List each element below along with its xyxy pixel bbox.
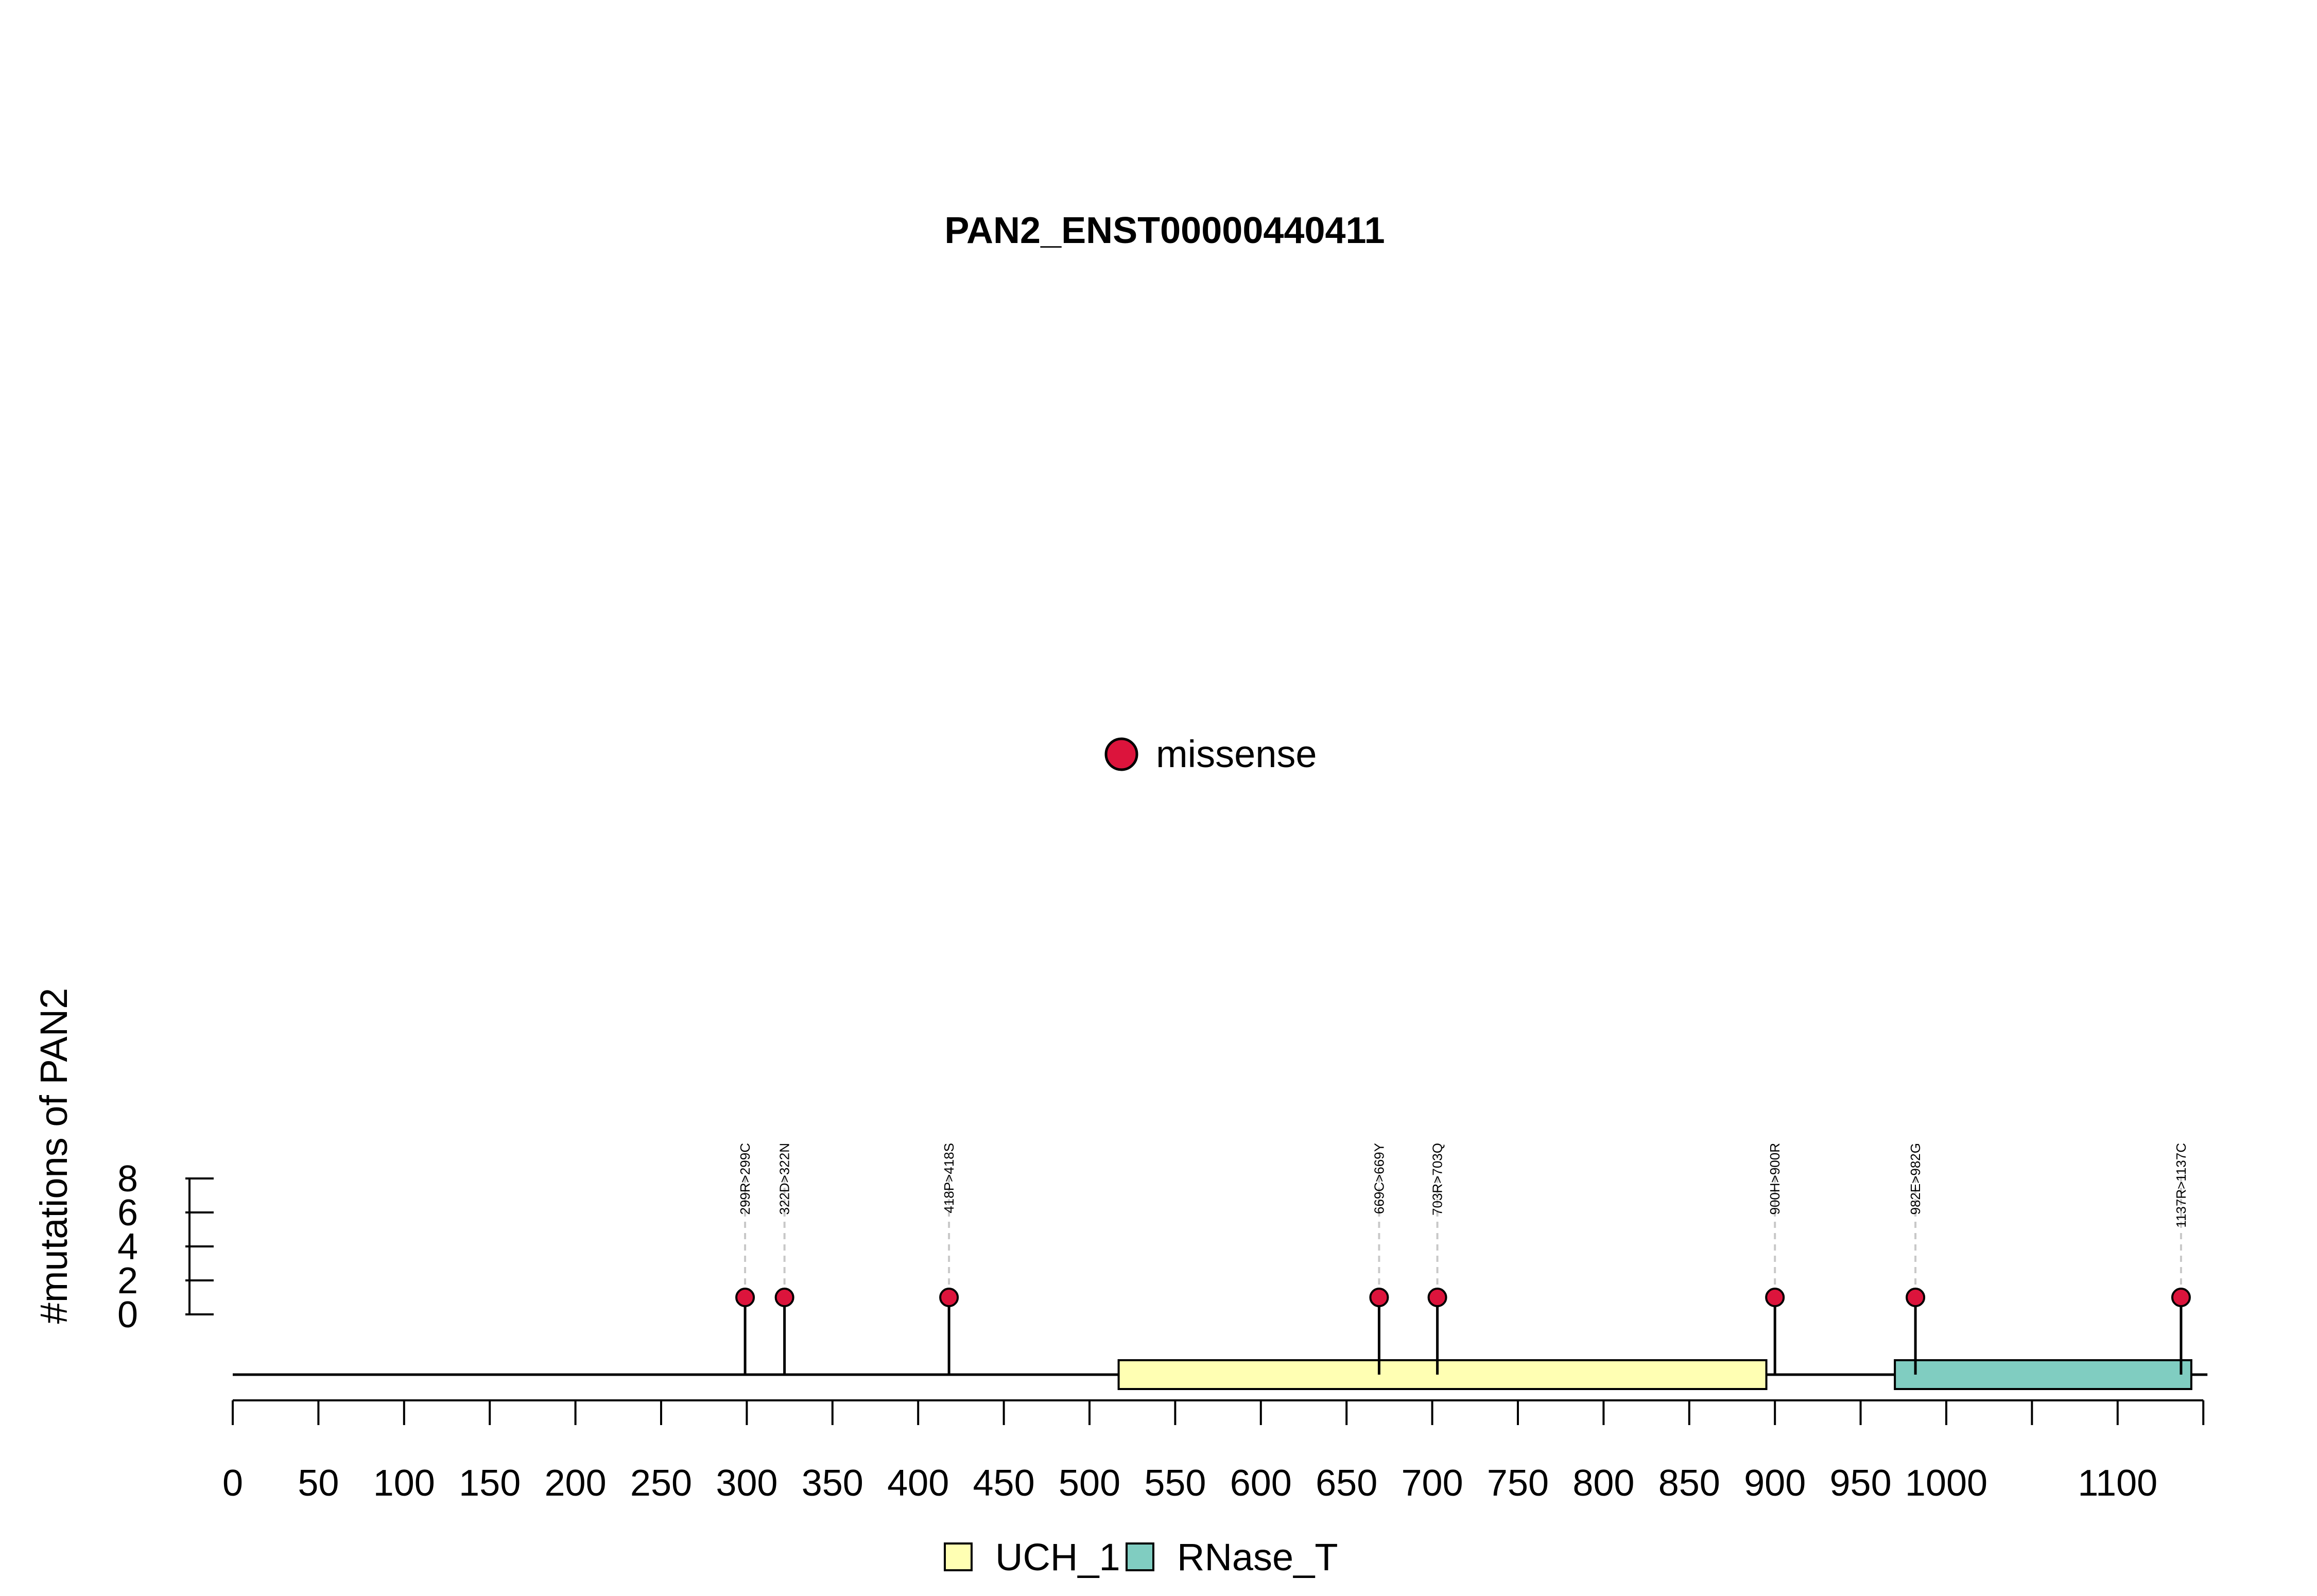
mutation-point-669C>669Y xyxy=(1369,1288,1389,1307)
mutation-label-703R>703Q: 703R>703Q xyxy=(1430,1143,1445,1216)
mutation-label-1137R>1137C: 1137R>1137C xyxy=(2173,1143,2189,1228)
mutation-point-299R>299C xyxy=(735,1288,755,1307)
x-tick-label-500: 500 xyxy=(1059,1463,1120,1504)
x-tick-label-650: 650 xyxy=(1316,1463,1377,1504)
x-tick-label-550: 550 xyxy=(1144,1463,1206,1504)
mutation-label-299R>299C: 299R>299C xyxy=(737,1143,753,1215)
legend-label-missense: missense xyxy=(1156,733,1317,775)
x-tick-label-700: 700 xyxy=(1402,1463,1463,1504)
x-tick-label-1000: 1000 xyxy=(1905,1463,1987,1504)
legend-label-UCH_1: UCH_1 xyxy=(995,1536,1120,1578)
y-tick-label-8: 8 xyxy=(117,1158,138,1200)
mutation-point-418P>418S xyxy=(939,1288,959,1307)
x-tick-label-900: 900 xyxy=(1744,1463,1806,1504)
x-tick-label-400: 400 xyxy=(887,1463,949,1504)
y-tick-label-0: 0 xyxy=(117,1294,138,1335)
legend-swatch-UCH_1 xyxy=(944,1542,973,1571)
y-axis-title: #mutations of PAN2 xyxy=(32,988,75,1324)
x-tick-label-850: 850 xyxy=(1658,1463,1720,1504)
y-tick-label-4: 4 xyxy=(117,1226,138,1268)
mutation-label-900H>900R: 900H>900R xyxy=(1767,1143,1783,1215)
x-tick-label-450: 450 xyxy=(973,1463,1035,1504)
mutation-label-982E>982G: 982E>982G xyxy=(1908,1143,1923,1215)
x-tick-label-350: 350 xyxy=(802,1463,863,1504)
mutation-point-1137R>1137C xyxy=(2171,1288,2191,1307)
x-tick-label-1100: 1100 xyxy=(2078,1463,2157,1504)
mutation-point-703R>703Q xyxy=(1427,1288,1447,1307)
x-tick-label-50: 50 xyxy=(298,1463,339,1504)
y-tick-label-2: 2 xyxy=(117,1260,138,1302)
mutation-label-669C>669Y: 669C>669Y xyxy=(1371,1143,1387,1214)
y-tick-label-6: 6 xyxy=(117,1192,138,1234)
domain-box-UCH_1 xyxy=(1117,1359,1768,1390)
legend-swatch-RNase_T xyxy=(1126,1542,1154,1571)
x-tick-label-250: 250 xyxy=(630,1463,692,1504)
legend-label-RNase_T: RNase_T xyxy=(1177,1536,1338,1578)
mutation-point-322D>322N xyxy=(774,1288,794,1307)
domain-box-RNase_T xyxy=(1894,1359,2192,1390)
x-tick-label-600: 600 xyxy=(1230,1463,1292,1504)
x-tick-label-950: 950 xyxy=(1830,1463,1892,1504)
mutation-label-322D>322N: 322D>322N xyxy=(777,1143,792,1215)
mutation-point-982E>982G xyxy=(1906,1288,1926,1307)
legend-marker-missense xyxy=(1104,737,1138,771)
x-tick-label-200: 200 xyxy=(545,1463,607,1504)
x-tick-label-0: 0 xyxy=(222,1463,243,1504)
mutation-label-418P>418S: 418P>418S xyxy=(941,1143,957,1213)
x-tick-label-750: 750 xyxy=(1487,1463,1549,1504)
x-tick-label-300: 300 xyxy=(716,1463,777,1504)
mutation-point-900H>900R xyxy=(1765,1288,1785,1307)
x-tick-label-100: 100 xyxy=(373,1463,435,1504)
domain-legend: UCH_1 RNase_T xyxy=(944,1536,1338,1578)
chart-title: PAN2_ENST00000440411 xyxy=(944,210,1385,251)
mutation-lollipops: 299R>299C 322D>322N 418P>418S 669C>669Y 703R… xyxy=(735,1143,2191,1375)
mutation-legend: missense xyxy=(1104,733,1317,775)
x-axis: 0 50 100 150 200 250 300 350 400 450 500 550 600 650 7… xyxy=(222,1399,2205,1504)
x-tick-label-150: 150 xyxy=(459,1463,521,1504)
x-tick-label-800: 800 xyxy=(1572,1463,1634,1504)
domain-boxes xyxy=(1117,1359,2192,1390)
